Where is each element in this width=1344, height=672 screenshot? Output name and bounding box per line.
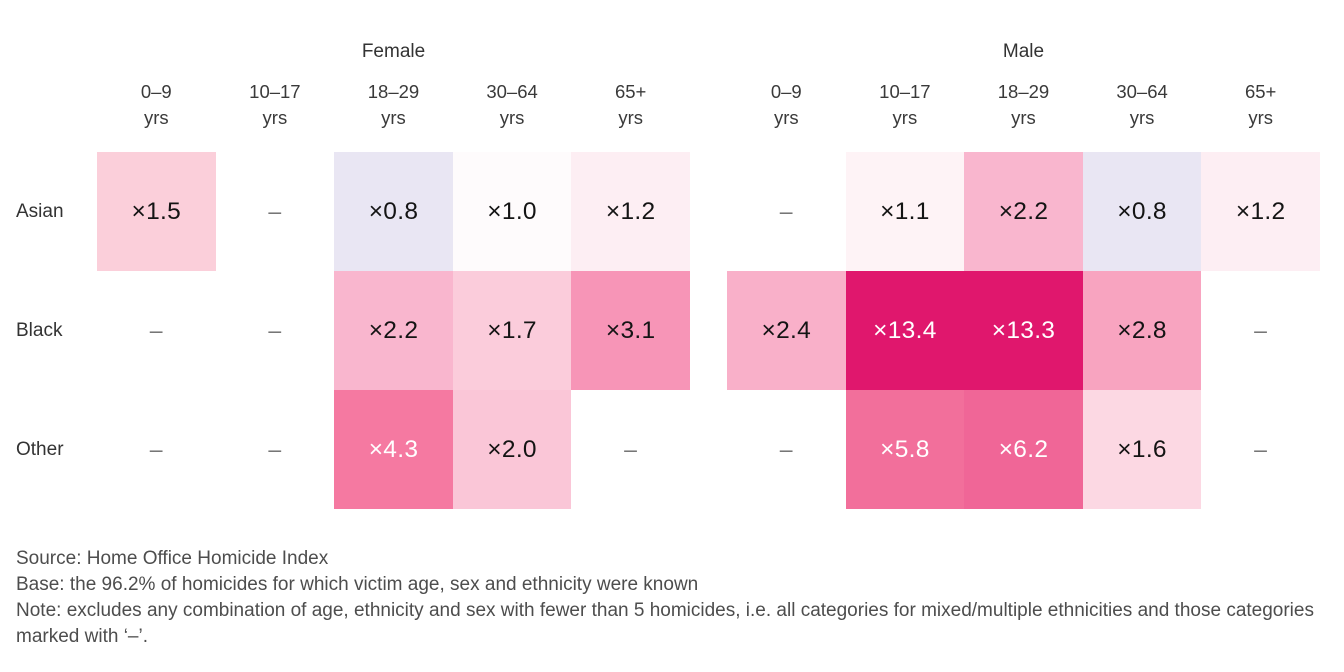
age-column-label: 65+ yrs bbox=[1201, 79, 1320, 131]
age-unit-text: yrs bbox=[143, 107, 169, 128]
age-band-text: 30–64 bbox=[1116, 81, 1168, 102]
footnotes: Source: Home Office Homicide Index Base:… bbox=[16, 546, 1316, 650]
heatmap-cell: ×13.4 bbox=[845, 271, 965, 390]
exclusion-note: Note: excludes any combination of age, e… bbox=[16, 600, 1314, 647]
age-unit-text: yrs bbox=[1248, 107, 1273, 128]
heatmap-cell: ×13.3 bbox=[964, 271, 1083, 390]
age-band-text: 0–9 bbox=[770, 81, 802, 102]
heatmap-grid-female: ×1.5 – ×0.8 ×1.0 ×1.2 – – ×2.2 ×1.7 ×3.1 – – ×4.3 ×2.… bbox=[97, 152, 690, 509]
heatmap-cell: – bbox=[149, 317, 163, 343]
age-unit-text: yrs bbox=[499, 107, 525, 128]
age-column-label: 18–29 yrs bbox=[334, 79, 453, 131]
row-label-other: Other bbox=[16, 438, 64, 460]
heatmap-cell: ×0.8 bbox=[334, 152, 453, 271]
heatmap-cell: ×4.3 bbox=[334, 390, 453, 509]
column-group-header-male: Male bbox=[1002, 41, 1045, 62]
age-band-text: 18–29 bbox=[997, 81, 1050, 102]
heatmap-cell: – bbox=[1254, 436, 1268, 462]
age-band-text: 10–17 bbox=[879, 81, 931, 102]
age-column-label: 10–17 yrs bbox=[846, 79, 965, 131]
age-unit-text: yrs bbox=[1011, 107, 1036, 128]
age-column-label: 0–9 yrs bbox=[97, 79, 216, 131]
heatmap-cell: ×1.5 bbox=[97, 152, 216, 271]
heatmap-cell: ×0.8 bbox=[1082, 152, 1202, 271]
age-unit-text: yrs bbox=[618, 107, 643, 128]
heatmap-cell: ×2.4 bbox=[727, 271, 846, 390]
age-column-label: 0–9 yrs bbox=[727, 79, 846, 131]
age-column-label: 18–29 yrs bbox=[964, 79, 1083, 131]
heatmap-cell: ×1.1 bbox=[845, 152, 965, 271]
heatmap-cell: – bbox=[268, 198, 282, 224]
heatmap-cell: ×3.1 bbox=[571, 271, 690, 390]
row-label-asian: Asian bbox=[16, 200, 64, 222]
heatmap-cell: ×1.6 bbox=[1082, 390, 1202, 509]
age-band-labels-female: 0–9 yrs 10–17 yrs 18–29 yrs 30–64 yrs 65+ yrs bbox=[97, 79, 690, 131]
ethnicity-row-labels: Asian Black Other bbox=[16, 152, 96, 509]
age-column-label: 30–64 yrs bbox=[1083, 79, 1202, 131]
age-unit-text: yrs bbox=[262, 107, 288, 128]
age-unit-text: yrs bbox=[892, 107, 918, 128]
column-group-header-female: Female bbox=[361, 41, 426, 62]
source-note: Source: Home Office Homicide Index bbox=[16, 548, 329, 569]
base-note: Base: the 96.2% of homicides for which v… bbox=[16, 574, 699, 595]
row-label-black: Black bbox=[16, 319, 63, 341]
heatmap-cell: ×6.2 bbox=[964, 390, 1083, 509]
heatmap-cell: ×2.8 bbox=[1082, 271, 1202, 390]
age-column-label: 30–64 yrs bbox=[453, 79, 572, 131]
age-band-text: 65+ bbox=[1244, 81, 1277, 102]
age-band-text: 10–17 bbox=[249, 81, 301, 102]
heatmap-cell: ×1.0 bbox=[452, 152, 572, 271]
heatmap-cell: ×5.8 bbox=[845, 390, 965, 509]
age-column-label: 10–17 yrs bbox=[216, 79, 335, 131]
age-unit-text: yrs bbox=[773, 107, 799, 128]
heatmap-cell: ×2.2 bbox=[334, 271, 453, 390]
age-band-text: 18–29 bbox=[367, 81, 420, 102]
age-band-text: 65+ bbox=[614, 81, 647, 102]
heatmap-cell: ×2.2 bbox=[964, 152, 1083, 271]
age-band-text: 30–64 bbox=[486, 81, 538, 102]
age-unit-text: yrs bbox=[1129, 107, 1155, 128]
heatmap-cell: – bbox=[268, 317, 282, 343]
age-band-text: 0–9 bbox=[140, 81, 172, 102]
age-band-labels-male: 0–9 yrs 10–17 yrs 18–29 yrs 30–64 yrs 65+ yrs bbox=[727, 79, 1320, 131]
heatmap-cell: ×2.0 bbox=[452, 390, 572, 509]
heatmap-cell: ×1.2 bbox=[571, 152, 690, 271]
heatmap-cell: – bbox=[149, 436, 163, 462]
age-column-label: 65+ yrs bbox=[571, 79, 690, 131]
heatmap-cell: – bbox=[779, 436, 793, 462]
heatmap-cell: ×1.2 bbox=[1201, 152, 1320, 271]
age-unit-text: yrs bbox=[381, 107, 406, 128]
heatmap-cell: – bbox=[779, 198, 793, 224]
heatmap-cell: ×1.7 bbox=[452, 271, 572, 390]
heatmap-cell: – bbox=[1254, 317, 1268, 343]
heatmap-cell: – bbox=[624, 436, 638, 462]
heatmap-grid-male: – ×1.1 ×2.2 ×0.8 ×1.2 ×2.4 ×13.4 ×13.3 ×2.8 – – ×5.… bbox=[727, 152, 1320, 509]
heatmap-cell: – bbox=[268, 436, 282, 462]
